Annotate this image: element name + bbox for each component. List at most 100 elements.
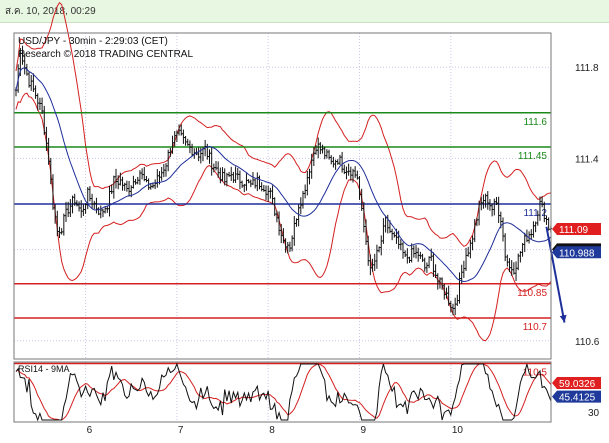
candle (88, 186, 92, 202)
candle (380, 235, 383, 256)
level-label: 110.5 (523, 368, 548, 379)
candle (356, 170, 359, 180)
candle (414, 245, 418, 259)
candle (40, 97, 44, 115)
rsi-flag-label: 45.4125 (559, 393, 596, 404)
candle (303, 184, 307, 199)
candle (80, 200, 83, 218)
candle (184, 135, 187, 146)
candle (373, 253, 376, 271)
candle (349, 166, 353, 181)
x-tick-label: 6 (87, 425, 93, 436)
candle (319, 142, 322, 155)
candle (206, 143, 209, 160)
candle (197, 147, 200, 162)
candle (90, 193, 94, 210)
candle (399, 239, 403, 251)
candle (138, 170, 142, 185)
candle (182, 129, 185, 144)
candle (353, 166, 357, 178)
candle (264, 185, 268, 201)
candle (299, 197, 303, 215)
level-label: 111.45 (518, 151, 548, 162)
y-tick-label: 111.8 (575, 63, 599, 74)
candle (99, 205, 102, 219)
candle (256, 172, 259, 192)
candle (336, 159, 339, 165)
rsi-flag-shape (552, 390, 601, 403)
candle (534, 221, 537, 233)
candle (375, 244, 379, 269)
candle (338, 154, 342, 165)
candle (238, 170, 242, 190)
candle (347, 163, 350, 176)
candle (464, 247, 468, 271)
x-tick-label: 7 (178, 425, 184, 436)
candle (497, 196, 500, 224)
candle (143, 166, 146, 182)
candle (169, 147, 172, 157)
rsi-flag: 45.4125 (552, 390, 601, 404)
candle (108, 185, 111, 217)
candle (93, 200, 96, 210)
candle (519, 251, 522, 263)
level-label: 110.85 (517, 288, 547, 299)
candle (308, 168, 311, 185)
candle (421, 253, 424, 262)
candle (27, 71, 31, 88)
price-panel-frame (13, 32, 552, 360)
y-tick-label: 110.6 (575, 337, 600, 348)
candle (401, 242, 405, 259)
candle (243, 183, 246, 193)
candle (517, 253, 520, 271)
candle (160, 167, 163, 181)
candle (123, 182, 126, 191)
candle (208, 149, 211, 164)
candle (82, 204, 85, 216)
candle (467, 246, 470, 257)
rsi-flag-shape (552, 376, 601, 389)
candle (249, 179, 253, 188)
rsi-line (15, 362, 552, 422)
candle (162, 163, 166, 178)
candle (140, 168, 144, 180)
candle (384, 216, 387, 233)
candle (506, 254, 509, 267)
candle (490, 203, 494, 217)
candle (251, 172, 255, 186)
timestamp-bar: ส.ค. 10, 2018, 00:29 (0, 0, 609, 23)
candle (32, 73, 35, 93)
candle (382, 218, 385, 244)
candle (523, 232, 526, 253)
candle (234, 166, 237, 183)
candle (482, 194, 485, 209)
candle (462, 260, 466, 278)
candle (458, 272, 461, 304)
candle (245, 173, 248, 191)
candle (306, 171, 309, 196)
candle (501, 217, 505, 242)
candle (288, 241, 292, 252)
candle (471, 235, 474, 251)
candle (132, 175, 135, 189)
candle (453, 297, 457, 316)
candle (84, 203, 87, 214)
candle (340, 151, 344, 173)
candle (43, 105, 46, 135)
candle (190, 143, 194, 157)
candle (436, 273, 439, 290)
candle (323, 146, 326, 160)
candle (410, 243, 413, 263)
candle (121, 176, 124, 191)
candle (210, 147, 213, 176)
candle (295, 218, 298, 227)
price-flag-label: 110.988 (559, 248, 595, 259)
candle (103, 206, 107, 214)
candle (156, 169, 159, 188)
level-label: 111.6 (523, 117, 547, 128)
timestamp: ส.ค. 10, 2018, 00:29 (5, 6, 96, 17)
candle (530, 229, 533, 240)
candle (86, 187, 89, 210)
candle (282, 228, 285, 244)
candle (345, 166, 348, 180)
